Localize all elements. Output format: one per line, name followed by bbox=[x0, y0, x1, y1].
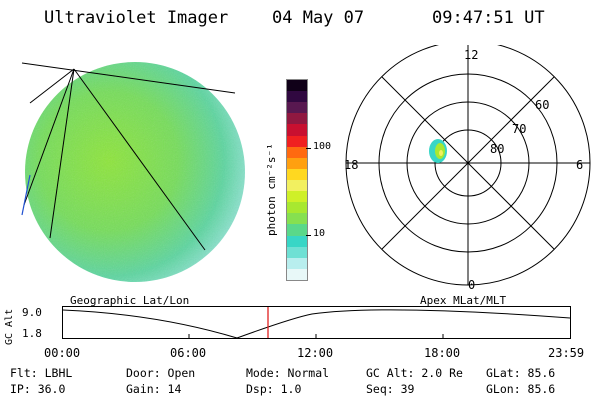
colorbar bbox=[286, 79, 308, 281]
instrument-title: Ultraviolet Imager bbox=[44, 8, 229, 28]
colorbar-swatch bbox=[287, 268, 307, 280]
lat-label-60: 60 bbox=[535, 98, 549, 112]
timeline-ymax: 9.0 bbox=[22, 306, 42, 319]
header-date: 04 May 07 bbox=[272, 8, 365, 28]
colorbar-swatch bbox=[287, 213, 307, 225]
info-ip: IP: 36.0 bbox=[10, 382, 66, 396]
colorbar-swatch bbox=[287, 146, 307, 158]
timeline-right-title: Apex MLat/MLT bbox=[420, 294, 507, 307]
grid-lines bbox=[21, 62, 236, 251]
mlt-label-12: 12 bbox=[464, 48, 478, 62]
x-tick-0600: 06:00 bbox=[170, 346, 207, 360]
colorbar-swatch bbox=[287, 246, 307, 258]
mlt-label-18: 18 bbox=[344, 158, 358, 172]
header-time: 09:47:51 UT bbox=[432, 8, 545, 28]
polar-plot: 12 0 18 6 60 70 80 bbox=[344, 45, 591, 292]
timeline-axis-label: GC Alt bbox=[4, 308, 15, 345]
colorbar-swatch bbox=[287, 80, 307, 92]
timeline-plot bbox=[62, 306, 571, 339]
info-glat: GLat: 85.6 bbox=[486, 366, 556, 380]
colorbar-tick-10: 10 bbox=[313, 228, 326, 239]
info-glon: GLon: 85.6 bbox=[486, 382, 556, 396]
colorbar-swatch bbox=[287, 257, 307, 269]
info-dsp: Dsp: 1.0 bbox=[246, 382, 302, 396]
info-door: Door: Open bbox=[126, 366, 196, 380]
colorbar-swatch bbox=[287, 91, 307, 103]
mlt-label-6: 6 bbox=[576, 158, 583, 172]
colorbar-swatch bbox=[287, 168, 307, 180]
colorbar-swatch bbox=[287, 102, 307, 114]
colorbar-swatch bbox=[287, 179, 307, 192]
mlt-label-0: 0 bbox=[468, 278, 475, 292]
colorbar-swatch bbox=[287, 235, 307, 247]
info-gc-alt: GC Alt: 2.0 Re bbox=[366, 366, 463, 380]
colorbar-swatch bbox=[287, 157, 307, 169]
info-seq: Seq: 39 bbox=[366, 382, 415, 396]
info-gain: Gain: 14 bbox=[126, 382, 182, 396]
x-tick-1200: 12:00 bbox=[297, 346, 334, 360]
colorbar-swatch bbox=[287, 113, 307, 125]
colorbar-swatch bbox=[287, 191, 307, 203]
colorbar-tick-100: 100 bbox=[313, 141, 332, 152]
x-tick-2359: 23:59 bbox=[548, 346, 585, 360]
lat-label-80: 80 bbox=[490, 142, 504, 156]
colorbar-swatch bbox=[287, 224, 307, 236]
info-mode: Mode: Normal bbox=[246, 366, 330, 380]
x-tick-0000: 00:00 bbox=[44, 346, 81, 360]
timeline-ymin: 1.8 bbox=[22, 327, 42, 340]
lat-label-70: 70 bbox=[512, 122, 526, 136]
timeline-left-title: Geographic Lat/Lon bbox=[70, 294, 190, 307]
x-tick-1800: 18:00 bbox=[424, 346, 461, 360]
colorbar-unit-label: photon cm⁻²s⁻¹ bbox=[265, 143, 278, 236]
colorbar-swatch bbox=[287, 135, 307, 147]
earth-image bbox=[21, 62, 245, 282]
colorbar-swatch bbox=[287, 124, 307, 136]
colorbar-swatch bbox=[287, 202, 307, 214]
info-filter: Flt: LBHL bbox=[10, 366, 73, 380]
